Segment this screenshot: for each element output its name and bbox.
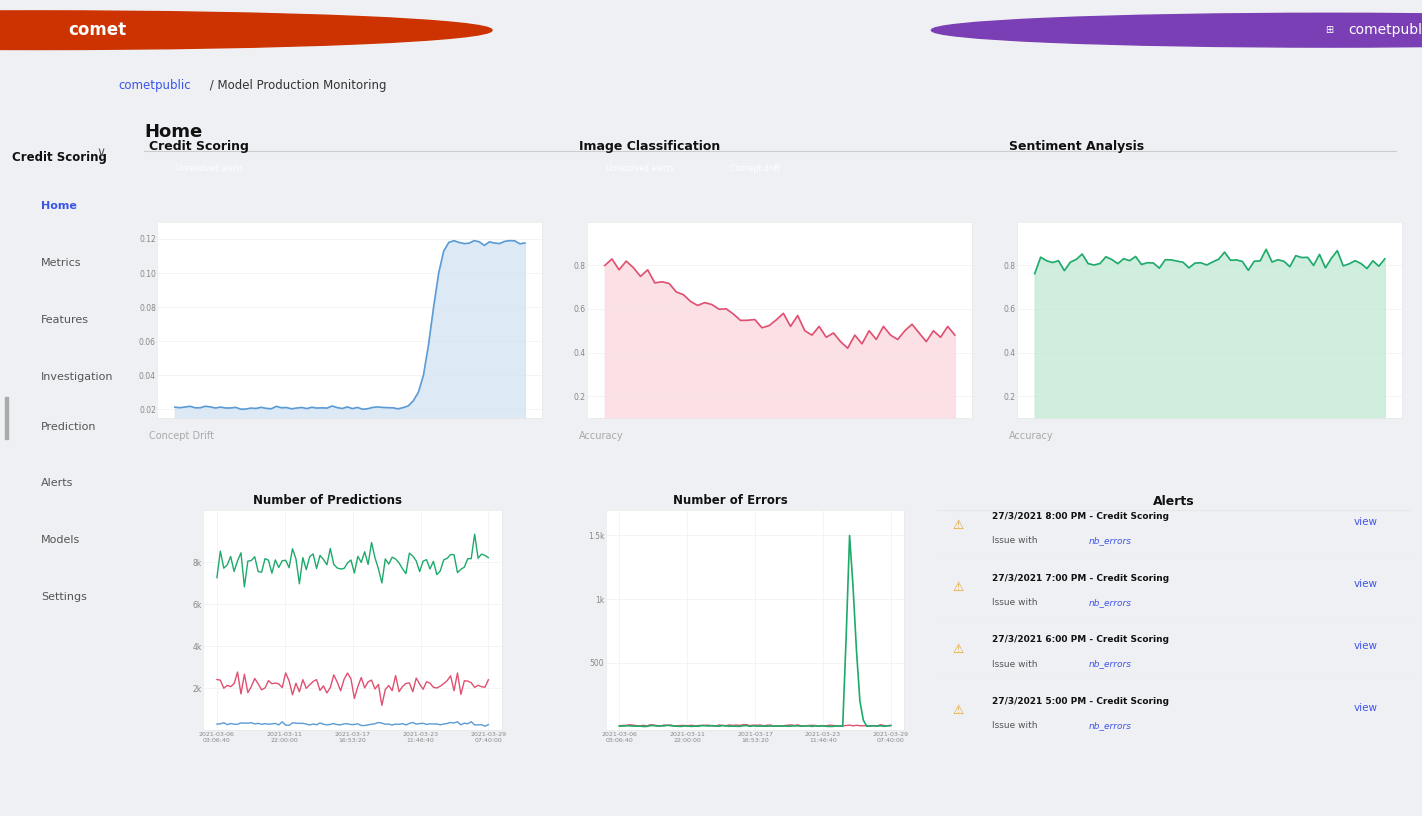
- Text: Issue with: Issue with: [991, 597, 1039, 606]
- Text: Concept drift: Concept drift: [731, 163, 781, 173]
- Text: ∨: ∨: [97, 147, 105, 159]
- Text: cometpublic: cometpublic: [1348, 23, 1422, 38]
- Text: ⚠: ⚠: [953, 704, 964, 717]
- Text: nb_errors: nb_errors: [1089, 536, 1132, 545]
- Text: Features: Features: [41, 315, 90, 325]
- Text: / Model Production Monitoring: / Model Production Monitoring: [206, 78, 387, 91]
- Text: cometpublic: cometpublic: [118, 78, 191, 91]
- Text: ⊞: ⊞: [1325, 25, 1334, 35]
- Text: Unresolved alerts: Unresolved alerts: [606, 163, 673, 173]
- Text: Number of Errors: Number of Errors: [673, 494, 788, 507]
- Text: nb_errors: nb_errors: [1089, 597, 1132, 606]
- Text: view: view: [1354, 517, 1378, 527]
- Circle shape: [0, 11, 492, 50]
- Text: Issue with: Issue with: [991, 721, 1039, 730]
- Text: Models: Models: [41, 535, 81, 545]
- Text: ⚠: ⚠: [953, 581, 964, 593]
- Text: Image Classification: Image Classification: [579, 140, 720, 153]
- Text: Issue with: Issue with: [991, 536, 1039, 545]
- Text: Metrics: Metrics: [41, 258, 82, 268]
- Text: Alerts: Alerts: [41, 478, 74, 489]
- Text: Alerts: Alerts: [1153, 495, 1194, 508]
- Text: 27/3/2021 6:00 PM - Credit Scoring: 27/3/2021 6:00 PM - Credit Scoring: [991, 636, 1169, 645]
- Text: 27/3/2021 5:00 PM - Credit Scoring: 27/3/2021 5:00 PM - Credit Scoring: [991, 698, 1169, 707]
- Circle shape: [931, 13, 1422, 47]
- Text: Investigation: Investigation: [41, 372, 114, 382]
- Text: Concept Drift: Concept Drift: [149, 431, 213, 441]
- Text: Accuracy: Accuracy: [579, 431, 623, 441]
- Text: Credit Scoring: Credit Scoring: [11, 152, 107, 165]
- Text: view: view: [1354, 579, 1378, 589]
- Text: Number of Predictions: Number of Predictions: [253, 494, 402, 507]
- Text: Accuracy: Accuracy: [1008, 431, 1054, 441]
- Text: ⚠: ⚠: [953, 642, 964, 655]
- Text: Settings: Settings: [41, 592, 87, 602]
- Text: Home: Home: [144, 123, 202, 141]
- Text: Sentiment Analysis: Sentiment Analysis: [1008, 140, 1143, 153]
- Text: 27/3/2021 8:00 PM - Credit Scoring: 27/3/2021 8:00 PM - Credit Scoring: [991, 512, 1169, 521]
- Text: Unresolved alerts: Unresolved alerts: [176, 163, 243, 173]
- Text: view: view: [1354, 703, 1378, 713]
- Text: view: view: [1354, 641, 1378, 651]
- Text: nb_errors: nb_errors: [1089, 721, 1132, 730]
- Text: Issue with: Issue with: [991, 659, 1039, 668]
- Bar: [4, 397, 9, 439]
- Text: Credit Scoring: Credit Scoring: [149, 140, 249, 153]
- Text: 27/3/2021 7:00 PM - Credit Scoring: 27/3/2021 7:00 PM - Credit Scoring: [991, 574, 1169, 583]
- Text: nb_errors: nb_errors: [1089, 659, 1132, 668]
- Text: comet: comet: [68, 21, 127, 39]
- Text: ⚠: ⚠: [953, 519, 964, 532]
- Text: Home: Home: [41, 202, 77, 211]
- Text: Prediction: Prediction: [41, 422, 97, 432]
